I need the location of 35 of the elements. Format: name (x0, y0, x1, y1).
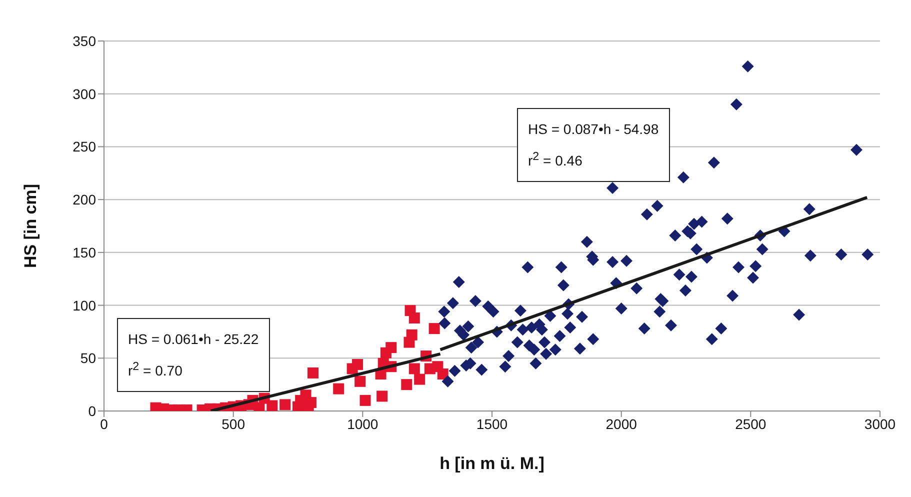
annotation: HS = 0.087•h - 54.98 r$^{2}$ = 0.46 (528, 120, 659, 171)
x-tick-label: 0 (100, 416, 108, 432)
point (386, 342, 397, 354)
point (406, 329, 418, 340)
x-axis-title: h [in m ü. M.] (440, 454, 544, 473)
x-tick-label: 1500 (476, 416, 508, 432)
point (428, 323, 440, 334)
y-tick-label: 100 (72, 297, 96, 314)
x-tick-label: 500 (222, 416, 246, 432)
x-tick-label: 2000 (606, 416, 638, 432)
point (408, 312, 420, 324)
point (352, 358, 363, 370)
x-tick-label: 2500 (735, 416, 766, 432)
point (333, 383, 344, 394)
point (360, 394, 371, 406)
point (408, 363, 420, 374)
y-tick-label: 250 (72, 138, 96, 155)
point (437, 368, 448, 380)
y-tick-label: 300 (72, 86, 96, 102)
x-tick-label: 1000 (347, 416, 378, 432)
point (376, 390, 388, 402)
point (354, 376, 366, 387)
point (401, 379, 412, 390)
x-tick-label: 3000 (864, 416, 896, 432)
y-tick-label: 200 (72, 192, 96, 208)
y-tick-label: 150 (72, 244, 96, 260)
point (308, 367, 319, 378)
y-tick-label: 0 (88, 402, 96, 419)
y-tick-label: 350 (72, 32, 96, 49)
point (266, 400, 278, 411)
y-axis-title: HS [in cm] (21, 184, 40, 268)
point (414, 374, 426, 385)
annotation: HS = 0.061•h - 25.22 r$^{2}$ = 0.70 (128, 330, 259, 381)
point (280, 399, 291, 410)
y-tick-label: 50 (80, 350, 96, 366)
